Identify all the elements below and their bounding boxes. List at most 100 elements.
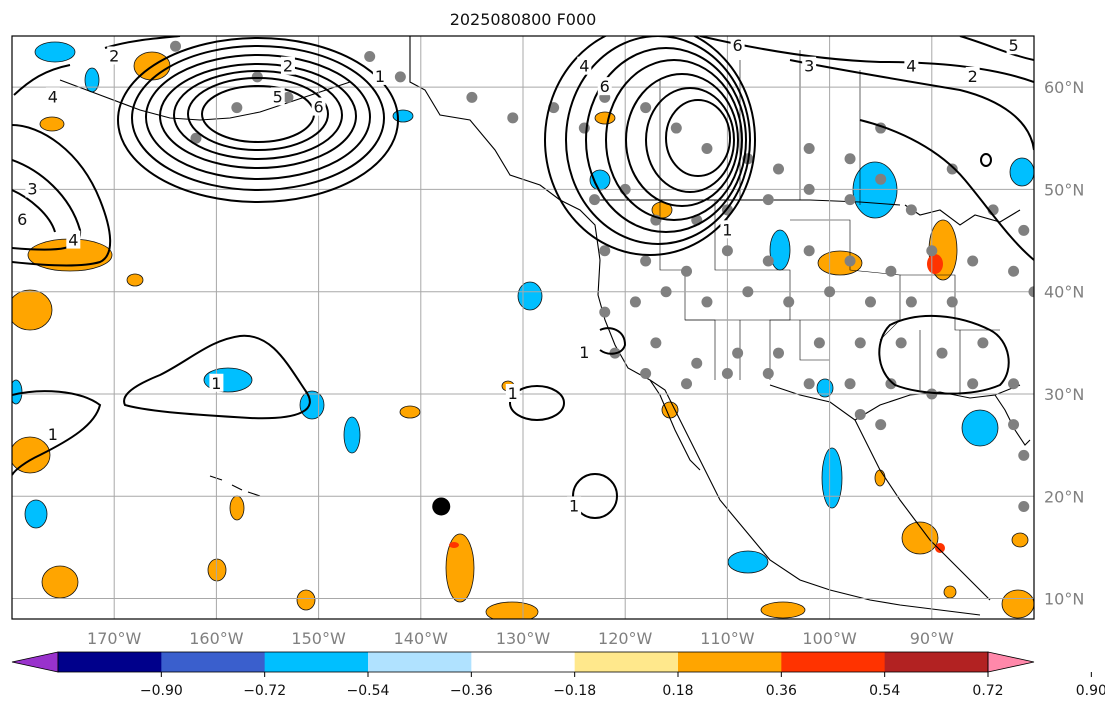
station-dot: [905, 204, 917, 216]
contour-ring: [117, 37, 399, 203]
contour-label: 1: [48, 425, 58, 444]
station-dot: [824, 286, 836, 298]
station-dot: [875, 419, 887, 431]
contour-line: [12, 189, 56, 233]
colorbar-segment: [58, 652, 162, 672]
contour-ring: [187, 77, 329, 151]
aleutian-chain: [59, 79, 351, 121]
map-frame: [11, 35, 1035, 620]
colorbar-tick-label: −0.36: [450, 683, 493, 699]
contour-label: 6: [314, 98, 324, 117]
contour-line: [789, 59, 1034, 151]
positive-anomaly-patch: [229, 495, 245, 521]
station-dot: [803, 143, 815, 155]
contour-ring: [565, 36, 751, 245]
station-dot: [629, 296, 641, 308]
contour-ring: [572, 473, 618, 519]
colorbar-tick-label: −0.90: [140, 683, 183, 699]
strong-anomaly-patch: [449, 542, 459, 548]
contour-ring: [980, 153, 992, 167]
contour-label-bg: [270, 87, 285, 106]
station-dot: [507, 112, 519, 124]
lon-tick-label: 150°W: [291, 629, 346, 648]
latitude-labels: 10°N 20°N 30°N 40°N 50°N 60°N: [1044, 78, 1084, 608]
station-dot: [854, 337, 866, 349]
contour-ring: [159, 63, 357, 169]
contour-label-bg: [965, 66, 980, 85]
negative-anomaly-patch: [961, 409, 999, 447]
station-dot: [721, 245, 733, 257]
station-dot: [640, 368, 652, 380]
lat-tick-label: 30°N: [1044, 385, 1084, 404]
contour-label: 2: [968, 67, 978, 86]
contour-label-bg: [577, 56, 592, 75]
contour-label: 4: [48, 87, 58, 106]
station-dot: [742, 286, 754, 298]
contour-ring: [544, 36, 756, 256]
station-dot: [967, 255, 979, 267]
station-dot: [946, 163, 958, 175]
station-dot: [885, 265, 897, 277]
contour-label-bg: [15, 210, 30, 229]
station-dot: [589, 194, 601, 206]
colorbar-segment: [781, 652, 886, 672]
colorbar-tick-label: 0.54: [869, 683, 900, 699]
contour-label: 1: [375, 67, 385, 86]
station-dot: [854, 408, 866, 420]
station-dot: [282, 91, 294, 103]
state-border: [714, 200, 791, 380]
contour-label: 2: [109, 46, 119, 65]
contour-label: 1: [508, 384, 518, 403]
negative-anomaly-patch: [299, 390, 325, 420]
station-dot: [650, 337, 662, 349]
contour-line: [859, 119, 1034, 261]
contour-label: 5: [1008, 36, 1018, 55]
lat-tick-label: 10°N: [1044, 590, 1084, 609]
station-dot: [926, 245, 938, 257]
lon-tick-label: 130°W: [496, 629, 551, 648]
station-dot: [905, 296, 917, 308]
great-lakes: [904, 204, 1021, 226]
contour-label: 6: [733, 36, 743, 55]
contour-label-bg: [311, 97, 326, 116]
contour-label: 2: [283, 57, 293, 76]
positive-anomaly-patch: [874, 469, 886, 487]
station-dot: [875, 173, 887, 185]
contour-ring: [625, 73, 739, 207]
station-dot: [660, 286, 672, 298]
contour-label-bg: [45, 87, 60, 106]
station-dot: [773, 347, 784, 359]
observation-stations: [170, 40, 1034, 512]
lon-tick-label: 170°W: [87, 629, 142, 648]
station-dot: [466, 91, 478, 103]
colorbar-tick-label: 0.90: [1076, 683, 1105, 699]
contour-line: [12, 390, 102, 476]
gulf-coast: [769, 384, 991, 601]
positive-anomaly-patch: [817, 250, 863, 276]
colorbar-segment: [368, 652, 472, 672]
negative-anomaly-patch: [84, 67, 100, 93]
station-dot: [681, 265, 693, 277]
contour-label-bg: [209, 373, 224, 392]
lon-tick-label: 110°W: [700, 629, 755, 648]
colorbar-extend-high: [987, 651, 1035, 673]
contour-label: 3: [27, 179, 37, 198]
positive-anomaly-patch: [943, 585, 957, 599]
canada-province-border: [659, 50, 861, 205]
station-dot: [783, 296, 795, 308]
negative-anomaly-patch: [343, 416, 361, 454]
colorbar-segment: [678, 652, 782, 672]
positive-anomaly-patch: [207, 558, 227, 582]
positive-anomaly-patch: [594, 111, 616, 125]
station-dot: [251, 71, 263, 83]
positive-anomaly-patch: [12, 436, 51, 474]
contour-label-bg: [372, 66, 387, 85]
contour-label: 4: [906, 57, 916, 76]
contour-line: [12, 159, 82, 251]
negative-anomaly-patch: [821, 447, 843, 509]
contour-label-bg: [577, 343, 592, 362]
station-dot: [967, 378, 979, 390]
lon-tick-label: 140°W: [394, 629, 449, 648]
station-dot: [844, 378, 856, 390]
positive-anomaly-patch: [445, 533, 475, 603]
